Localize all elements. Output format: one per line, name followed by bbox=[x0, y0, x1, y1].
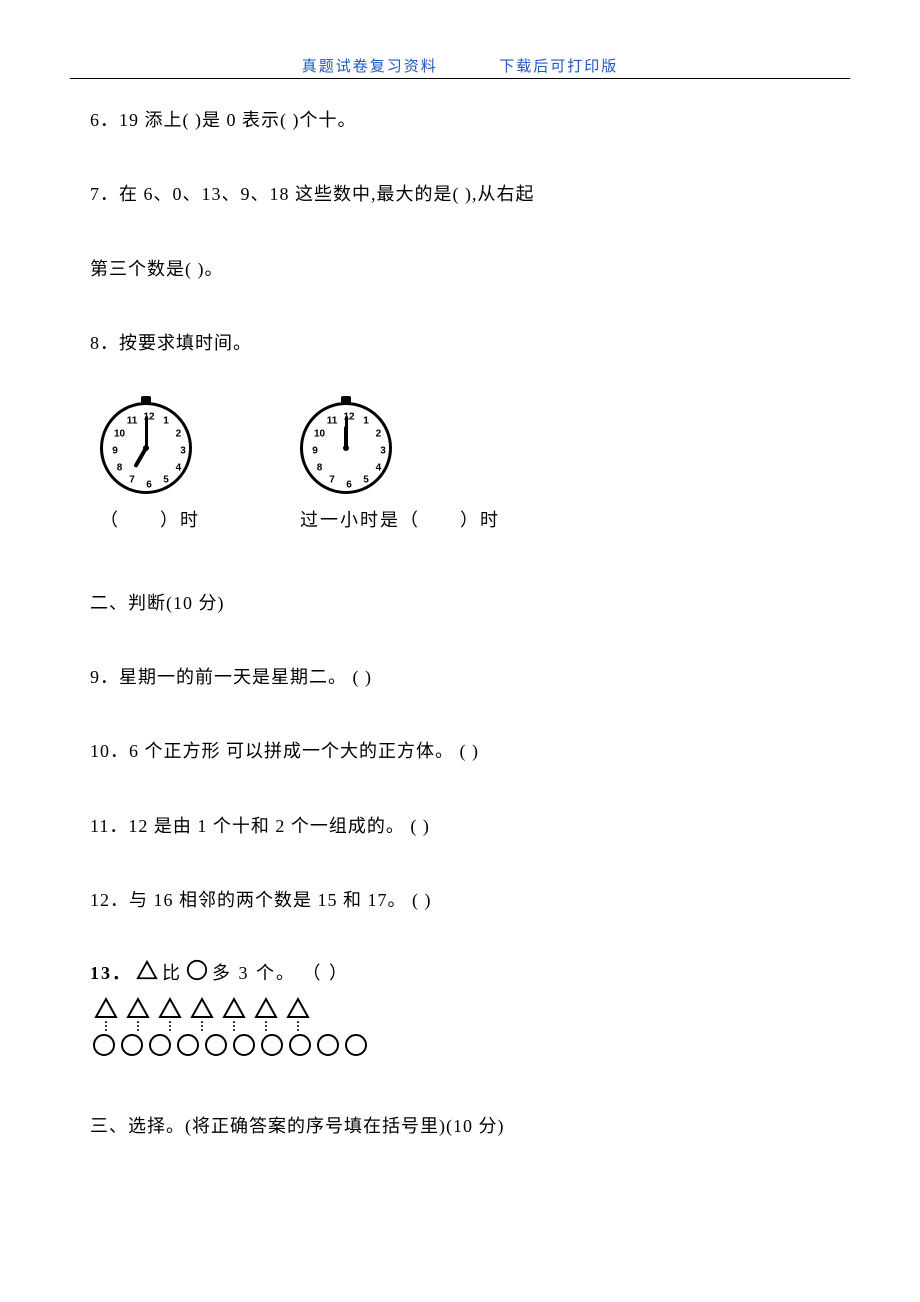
clock-top-nub bbox=[341, 396, 351, 404]
header-right: 下载后可打印版 bbox=[499, 59, 618, 75]
clock-numeral: 8 bbox=[117, 462, 123, 473]
q13-tail: 多 3 个。 （ ） bbox=[212, 959, 349, 985]
q13-shape-rows bbox=[90, 996, 830, 1062]
question-10: 10．6 个正方形 可以拼成一个大的正方体。 ( ) bbox=[90, 735, 830, 767]
clock-numeral: 11 bbox=[327, 416, 338, 427]
circle-icon bbox=[186, 959, 208, 986]
clock-2-face: 121234567891011 bbox=[300, 402, 392, 494]
clock-1-face: 121234567891011 bbox=[100, 402, 192, 494]
hour-hand bbox=[344, 426, 348, 448]
minute-hand bbox=[145, 416, 148, 448]
clock-numeral: 4 bbox=[376, 462, 382, 473]
clock-2-block: 121234567891011 过一小时是（ ）时 bbox=[300, 402, 500, 532]
clock-numeral: 10 bbox=[114, 428, 125, 439]
clock-numeral: 1 bbox=[163, 416, 169, 427]
triangle-row bbox=[92, 996, 830, 1031]
clock-numeral: 2 bbox=[376, 428, 382, 439]
hour-hand bbox=[133, 447, 147, 468]
clock-1-caption: （ ）时 bbox=[100, 506, 200, 532]
section-3-title: 三、选择。(将正确答案的序号填在括号里)(10 分) bbox=[90, 1110, 830, 1142]
circle-icon bbox=[344, 1033, 368, 1062]
clock-numeral: 8 bbox=[317, 462, 323, 473]
clock-numeral: 6 bbox=[146, 479, 152, 490]
question-6: 6．19 添上( )是 0 表示( )个十。 bbox=[90, 104, 830, 136]
question-7a: 7．在 6、0、13、9、18 这些数中,最大的是( ),从右起 bbox=[90, 178, 830, 210]
clock-1-block: 121234567891011 （ ）时 bbox=[100, 402, 200, 532]
question-13: 13． 比 多 3 个。 （ ） bbox=[90, 959, 830, 986]
circle-icon bbox=[260, 1033, 284, 1062]
clock-numeral: 11 bbox=[127, 416, 138, 427]
q13-number: 13． bbox=[90, 959, 132, 985]
q13-mid: 比 bbox=[162, 959, 182, 985]
triangle-icon bbox=[220, 996, 248, 1031]
page: 真题试卷复习资料 下载后可打印版 6．19 添上( )是 0 表示( )个十。 … bbox=[0, 0, 920, 1302]
triangle-icon bbox=[136, 959, 158, 986]
circle-icon bbox=[120, 1033, 144, 1062]
triangle-icon bbox=[156, 996, 184, 1031]
clock-numeral: 5 bbox=[163, 475, 169, 486]
circle-row bbox=[92, 1033, 830, 1062]
clock-numeral: 6 bbox=[346, 479, 352, 490]
question-11: 11．12 是由 1 个十和 2 个一组成的。 ( ) bbox=[90, 810, 830, 842]
clock-numeral: 1 bbox=[363, 416, 369, 427]
triangle-icon bbox=[284, 996, 312, 1031]
clock-row: 121234567891011 （ ）时 121234567891011 过一小… bbox=[100, 402, 830, 532]
question-9: 9．星期一的前一天是星期二。 ( ) bbox=[90, 661, 830, 693]
clock-numeral: 5 bbox=[363, 475, 369, 486]
clock-top-nub bbox=[141, 396, 151, 404]
clock-numeral: 9 bbox=[312, 445, 318, 456]
circle-icon bbox=[288, 1033, 312, 1062]
header-left: 真题试卷复习资料 bbox=[302, 59, 438, 75]
clock-numeral: 10 bbox=[314, 428, 325, 439]
question-12: 12．与 16 相邻的两个数是 15 和 17。 ( ) bbox=[90, 884, 830, 916]
circle-icon bbox=[92, 1033, 116, 1062]
clock-numeral: 3 bbox=[380, 445, 386, 456]
circle-icon bbox=[204, 1033, 228, 1062]
triangle-icon bbox=[124, 996, 152, 1031]
clock-numeral: 9 bbox=[112, 445, 118, 456]
clock-numeral: 7 bbox=[329, 475, 335, 486]
clock-numeral: 3 bbox=[180, 445, 186, 456]
page-header: 真题试卷复习资料 下载后可打印版 bbox=[90, 55, 830, 76]
clock-numeral: 2 bbox=[176, 428, 182, 439]
triangle-icon bbox=[92, 996, 120, 1031]
circle-icon bbox=[316, 1033, 340, 1062]
circle-icon bbox=[148, 1033, 172, 1062]
question-8: 8．按要求填时间。 bbox=[90, 327, 830, 359]
clock-numeral: 4 bbox=[176, 462, 182, 473]
header-rule bbox=[70, 78, 850, 79]
circle-icon bbox=[176, 1033, 200, 1062]
circle-icon bbox=[232, 1033, 256, 1062]
clock-2-caption: 过一小时是（ ）时 bbox=[300, 506, 500, 532]
triangle-icon bbox=[252, 996, 280, 1031]
triangle-icon bbox=[188, 996, 216, 1031]
question-7b: 第三个数是( )。 bbox=[90, 253, 830, 285]
section-2-title: 二、判断(10 分) bbox=[90, 587, 830, 619]
clock-numeral: 7 bbox=[129, 475, 135, 486]
